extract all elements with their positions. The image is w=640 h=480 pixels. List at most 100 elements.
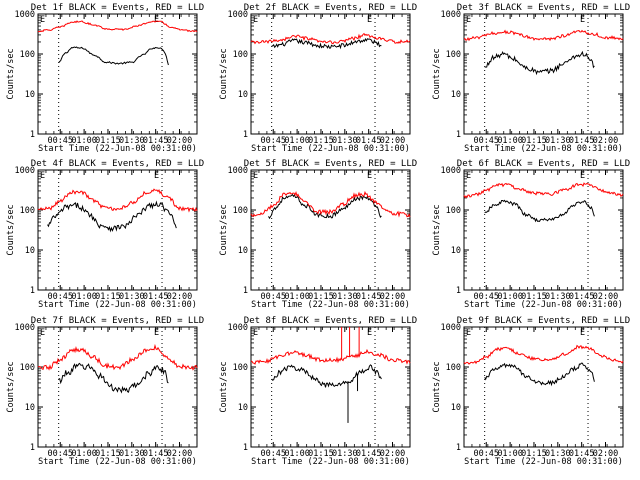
x-tick-label: 01:15: [308, 449, 334, 459]
corner-marker-right: E: [154, 328, 159, 338]
x-tick-label: 01:00: [497, 292, 523, 302]
y-axis-label: Counts/sec: [6, 204, 16, 255]
y-tick-label: 1: [243, 443, 248, 453]
series-events: [47, 200, 177, 233]
y-tick-label: 1000: [15, 323, 35, 333]
panel-title: Det 4f BLACK = Events, RED = LLD: [31, 159, 204, 169]
corner-marker-right: E: [154, 171, 159, 181]
y-tick-label: 100: [446, 363, 461, 373]
x-tick-label: 01:45: [569, 292, 595, 302]
x-tick-label: 01:15: [95, 136, 121, 146]
series-events: [268, 193, 382, 220]
x-tick-label: 01:00: [284, 136, 310, 146]
series-lld: [250, 348, 411, 365]
series-lld: [250, 190, 411, 218]
y-tick-label: 100: [233, 363, 248, 373]
series-lld: [37, 343, 198, 371]
x-axis-label: Start Time (22-Jun-08 00:31:00): [38, 300, 197, 310]
x-tick-label: 02:00: [167, 292, 193, 302]
x-tick-label: 00:45: [473, 136, 499, 146]
panel-det-8: Det 8f BLACK = Events, RED = LLD E E 1 10 100…: [219, 316, 417, 467]
x-tick-label: 01:15: [521, 449, 547, 459]
panel-title: Det 6f BLACK = Events, RED = LLD: [457, 159, 630, 169]
corner-marker-left: E: [40, 15, 45, 25]
x-tick-label: 02:00: [593, 136, 619, 146]
series-lld: [463, 182, 624, 199]
x-tick-label: 00:45: [260, 449, 286, 459]
panel-det-1: Det 1f BLACK = Events, RED = LLD E E 1 10 100…: [6, 3, 204, 154]
x-tick-label: 01:00: [71, 136, 97, 146]
x-tick-label: 01:45: [569, 136, 595, 146]
y-tick-label: 10: [25, 90, 35, 100]
series-events: [271, 364, 382, 388]
y-axis-label: Counts/sec: [432, 204, 442, 255]
x-tick-label: 01:30: [332, 136, 358, 146]
corner-marker-right: E: [580, 15, 585, 25]
x-tick-label: 01:00: [284, 292, 310, 302]
series-lld: [463, 29, 624, 42]
y-tick-label: 1: [243, 286, 248, 296]
x-tick-label: 02:00: [167, 449, 193, 459]
y-tick-label: 10: [451, 246, 461, 256]
corner-marker-left: E: [253, 171, 258, 181]
panel-det-9: Det 9f BLACK = Events, RED = LLD E E 1 10 100…: [432, 316, 630, 467]
corner-marker-left: E: [40, 328, 45, 338]
x-tick-label: 01:45: [143, 449, 169, 459]
panel-title: Det 2f BLACK = Events, RED = LLD: [244, 3, 417, 13]
y-axis-label: Counts/sec: [219, 204, 229, 255]
x-tick-label: 01:30: [545, 136, 571, 146]
x-tick-label: 01:45: [143, 136, 169, 146]
x-tick-label: 01:00: [71, 292, 97, 302]
x-tick-label: 01:30: [119, 136, 145, 146]
y-tick-label: 100: [233, 50, 248, 60]
x-axis-label: Start Time (22-Jun-08 00:31:00): [464, 144, 623, 154]
y-tick-label: 10: [238, 90, 248, 100]
x-tick-label: 01:15: [95, 449, 121, 459]
corner-marker-left: E: [40, 171, 45, 181]
y-axis-label: Counts/sec: [219, 48, 229, 99]
corner-marker-right: E: [367, 328, 372, 338]
panel-det-4: Det 4f BLACK = Events, RED = LLD E E 1 10 100…: [6, 159, 204, 310]
x-tick-label: 01:45: [143, 292, 169, 302]
y-tick-label: 100: [20, 50, 35, 60]
x-tick-label: 01:45: [356, 449, 382, 459]
corner-marker-left: E: [466, 15, 471, 25]
y-tick-label: 100: [20, 363, 35, 373]
x-tick-label: 02:00: [380, 136, 406, 146]
x-tick-label: 02:00: [593, 449, 619, 459]
x-axis-label: Start Time (22-Jun-08 00:31:00): [464, 457, 623, 467]
y-tick-label: 1: [456, 286, 461, 296]
series-events: [58, 362, 169, 394]
x-tick-label: 01:15: [521, 136, 547, 146]
series-events: [484, 199, 595, 223]
y-tick-label: 1: [30, 130, 35, 140]
y-tick-label: 1000: [15, 10, 35, 20]
panel-title: Det 5f BLACK = Events, RED = LLD: [244, 159, 417, 169]
corner-marker-left: E: [253, 328, 258, 338]
series-lld: [250, 32, 411, 45]
x-tick-label: 01:45: [569, 449, 595, 459]
x-tick-label: 01:45: [356, 292, 382, 302]
corner-marker-left: E: [466, 171, 471, 181]
x-axis-label: Start Time (22-Jun-08 00:31:00): [251, 144, 410, 154]
y-axis-label: Counts/sec: [219, 361, 229, 412]
series-lld: [463, 344, 624, 365]
y-tick-label: 10: [238, 403, 248, 413]
panel-det-6: Det 6f BLACK = Events, RED = LLD E E 1 10 100…: [432, 159, 630, 310]
x-tick-label: 00:45: [47, 292, 73, 302]
x-tick-label: 01:30: [545, 449, 571, 459]
x-tick-label: 01:30: [545, 292, 571, 302]
x-tick-label: 01:00: [497, 136, 523, 146]
series-events: [484, 50, 595, 76]
panel-title: Det 9f BLACK = Events, RED = LLD: [457, 316, 630, 326]
y-tick-label: 100: [446, 50, 461, 60]
y-tick-label: 1000: [15, 166, 35, 176]
panel-title: Det 7f BLACK = Events, RED = LLD: [31, 316, 204, 326]
y-tick-label: 10: [451, 90, 461, 100]
y-axis-label: Counts/sec: [432, 48, 442, 99]
series-events: [271, 37, 382, 50]
y-tick-label: 1000: [228, 10, 248, 20]
x-axis-label: Start Time (22-Jun-08 00:31:00): [251, 300, 410, 310]
x-tick-label: 00:45: [473, 449, 499, 459]
